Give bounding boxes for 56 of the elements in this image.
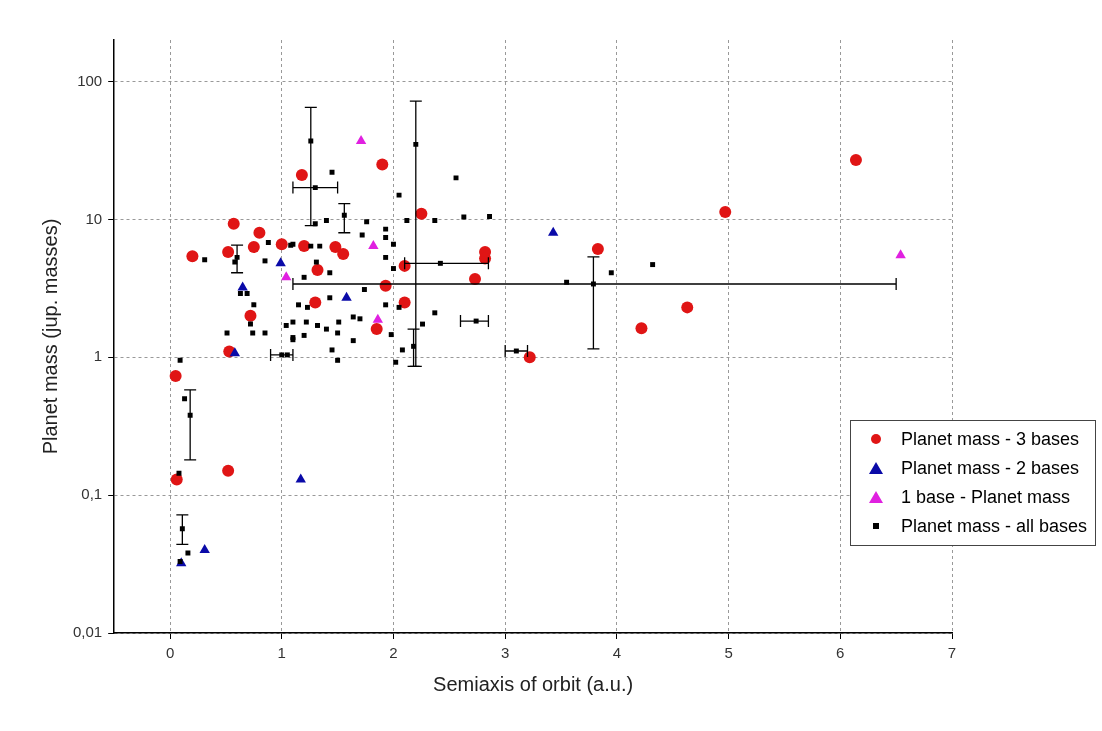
point [370,323,383,336]
y-tick-label: 0,01 [72,623,103,641]
x-tick-label: 1 [277,644,286,662]
y-tick-label: 1 [93,347,103,365]
point [329,241,342,254]
point [222,464,235,477]
x-axis-title: Semiaxis of orbit (a.u.) [433,672,634,695]
point [398,296,411,309]
point [895,249,906,259]
legend-label: Planet mass - all bases [900,514,1087,538]
point [253,226,266,239]
point [275,257,286,267]
point [635,322,648,335]
x-tick-label: 6 [836,644,845,662]
point [415,207,428,220]
point [376,158,389,171]
x-tick-label: 2 [389,644,398,662]
x-tick-label: 0 [165,644,175,662]
point [247,241,260,254]
point [222,246,235,258]
point [295,168,308,181]
point [170,473,183,486]
point [311,263,324,276]
point [275,238,288,251]
point [355,135,367,145]
point [227,217,240,230]
point [298,240,311,253]
point [523,351,536,364]
legend-label: Planet mass - 2 bases [900,456,1079,480]
point [281,271,292,281]
x-tick-label: 3 [501,644,510,662]
point [169,370,182,383]
point [849,153,862,166]
point [186,250,199,263]
point [199,543,210,553]
point [591,242,604,255]
point [719,206,732,219]
x-tick-label: 4 [612,644,622,662]
point [372,313,384,323]
x-tick-label: 7 [947,644,957,662]
legend-label: Planet mass - 3 bases [900,427,1079,451]
y-axis-title: Planet mass (jup. masses) [38,218,61,455]
point [341,291,352,301]
point [229,347,241,357]
x-tick-label: 5 [724,644,733,662]
point [244,309,257,322]
point [337,248,350,261]
y-tick-label: 10 [85,209,103,227]
point [368,240,379,250]
point [681,301,694,314]
point [237,281,248,291]
legend-label: 1 base - Planet mass [900,485,1070,509]
y-tick-label: 0,1 [81,485,103,503]
y-tick-label: 100 [77,71,103,89]
point [309,296,322,309]
point [548,226,559,236]
